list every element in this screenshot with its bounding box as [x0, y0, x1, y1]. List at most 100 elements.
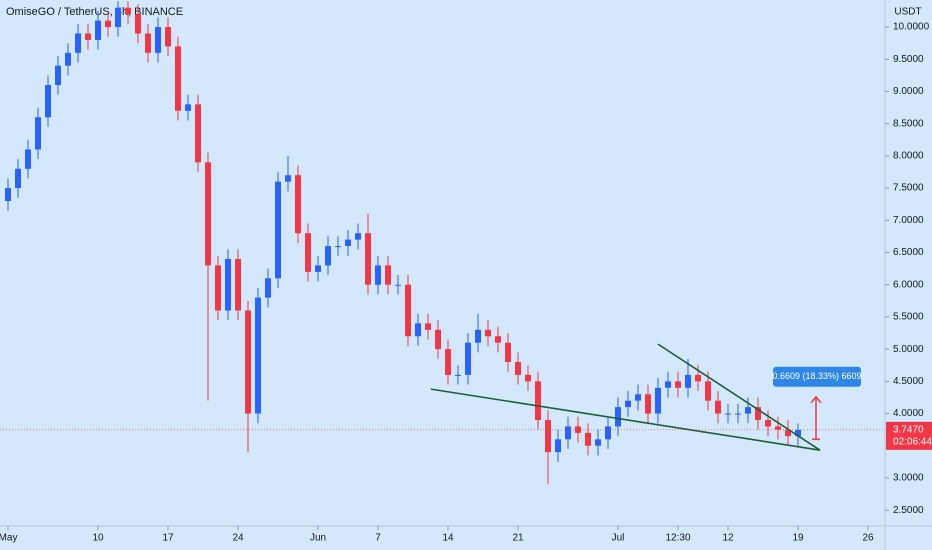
- y-tick-label: 8.5000: [893, 118, 924, 129]
- y-tick-label: 6.0000: [893, 279, 924, 290]
- x-tick-label: 12: [722, 533, 734, 544]
- candle-body: [45, 85, 51, 118]
- candle-body: [615, 407, 621, 427]
- candle-body: [245, 310, 251, 414]
- x-tick-label: 17: [162, 533, 174, 544]
- candle-body: [725, 413, 731, 415]
- measure-label-box: [773, 366, 861, 387]
- candle-body: [385, 265, 391, 285]
- y-tick-label: 2.5000: [893, 505, 924, 516]
- candle-body: [55, 65, 61, 86]
- candle-body: [715, 400, 721, 414]
- candle-body: [105, 20, 111, 28]
- candle-body: [545, 420, 551, 453]
- candle-body: [695, 374, 701, 382]
- candle-body: [25, 149, 31, 169]
- candle-body: [495, 336, 501, 343]
- x-tick-label: 24: [232, 533, 244, 544]
- candle-body: [275, 181, 281, 279]
- candle-body: [795, 429, 801, 437]
- y-tick-label: 5.5000: [893, 312, 924, 323]
- y-tick-label: 7.0000: [893, 215, 924, 226]
- x-tick-label: 12:30: [665, 533, 690, 544]
- candle-body: [5, 188, 11, 201]
- y-tick-label: 9.5000: [893, 54, 924, 65]
- candle-body: [785, 429, 791, 437]
- candle-body: [255, 297, 261, 414]
- candle-body: [175, 46, 181, 111]
- y-tick-label: 9.0000: [893, 86, 924, 97]
- candle-body: [555, 439, 561, 453]
- candle-body: [185, 104, 191, 111]
- x-tick-label: May: [0, 533, 17, 544]
- candle-body: [765, 420, 771, 427]
- candle-body: [285, 175, 291, 182]
- candle-body: [155, 27, 161, 53]
- y-tick-label: 4.0000: [893, 408, 924, 419]
- candle-body: [215, 265, 221, 311]
- candle-body: [395, 284, 401, 286]
- candle-body: [75, 33, 81, 53]
- x-tick-label: 19: [792, 533, 804, 544]
- y-tick-label: 4.5000: [893, 376, 924, 387]
- price-label: 3.7470: [893, 424, 924, 435]
- candle-body: [515, 362, 521, 375]
- candle-body: [745, 407, 751, 414]
- candle-body: [35, 117, 41, 150]
- candle-body: [505, 342, 511, 363]
- candle-body: [645, 394, 651, 414]
- candle-body: [165, 27, 171, 47]
- candle-body: [15, 168, 21, 189]
- candle-body: [665, 381, 671, 388]
- price-label-box: [886, 421, 932, 450]
- candle-body: [575, 426, 581, 433]
- candle-body: [325, 246, 331, 266]
- candle-body: [65, 52, 71, 66]
- candle-body: [625, 400, 631, 408]
- candle-body: [135, 14, 141, 34]
- x-tick-label: 21: [512, 533, 524, 544]
- candle-body: [125, 7, 131, 15]
- candle-body: [265, 278, 271, 298]
- trendline: [657, 343, 821, 451]
- candle-body: [535, 381, 541, 420]
- candle-body: [195, 104, 201, 163]
- x-tick-label: 7: [375, 533, 381, 544]
- candle-body: [375, 265, 381, 285]
- y-tick-label: 8.0000: [893, 151, 924, 162]
- y-tick-label: 10.0000: [893, 22, 930, 33]
- candle-body: [85, 33, 91, 40]
- candle-body: [475, 329, 481, 343]
- y-axis-label: USDT: [894, 7, 921, 18]
- candle-body: [585, 432, 591, 446]
- y-tick-label: 7.5000: [893, 183, 924, 194]
- y-tick-label: 5.0000: [893, 344, 924, 355]
- x-tick-label: 10: [92, 533, 104, 544]
- candle-body: [225, 258, 231, 311]
- candle-body: [405, 284, 411, 337]
- candle-body: [755, 407, 761, 420]
- candle-body: [445, 349, 451, 375]
- candle-body: [565, 426, 571, 440]
- measure-label: 0.6609 (18.33%) 6609: [772, 371, 861, 381]
- candle-body: [525, 374, 531, 382]
- x-tick-label: 26: [862, 533, 874, 544]
- candle-body: [735, 413, 741, 415]
- y-tick-label: 3.0000: [893, 473, 924, 484]
- candle-body: [635, 394, 641, 401]
- trendline: [430, 388, 821, 451]
- candle-body: [595, 439, 601, 446]
- candle-body: [355, 233, 361, 240]
- x-tick-label: Jun: [310, 533, 326, 544]
- x-tick-label: 14: [442, 533, 454, 544]
- candle-body: [775, 426, 781, 430]
- candle-body: [205, 162, 211, 266]
- candle-body: [345, 239, 351, 247]
- chart-title: OmiseGO / TetherUS, 4h, BINANCE: [6, 6, 183, 18]
- candle-body: [465, 342, 471, 375]
- y-tick-label: 6.5000: [893, 247, 924, 258]
- candle-body: [115, 7, 121, 28]
- candle-body: [235, 258, 241, 311]
